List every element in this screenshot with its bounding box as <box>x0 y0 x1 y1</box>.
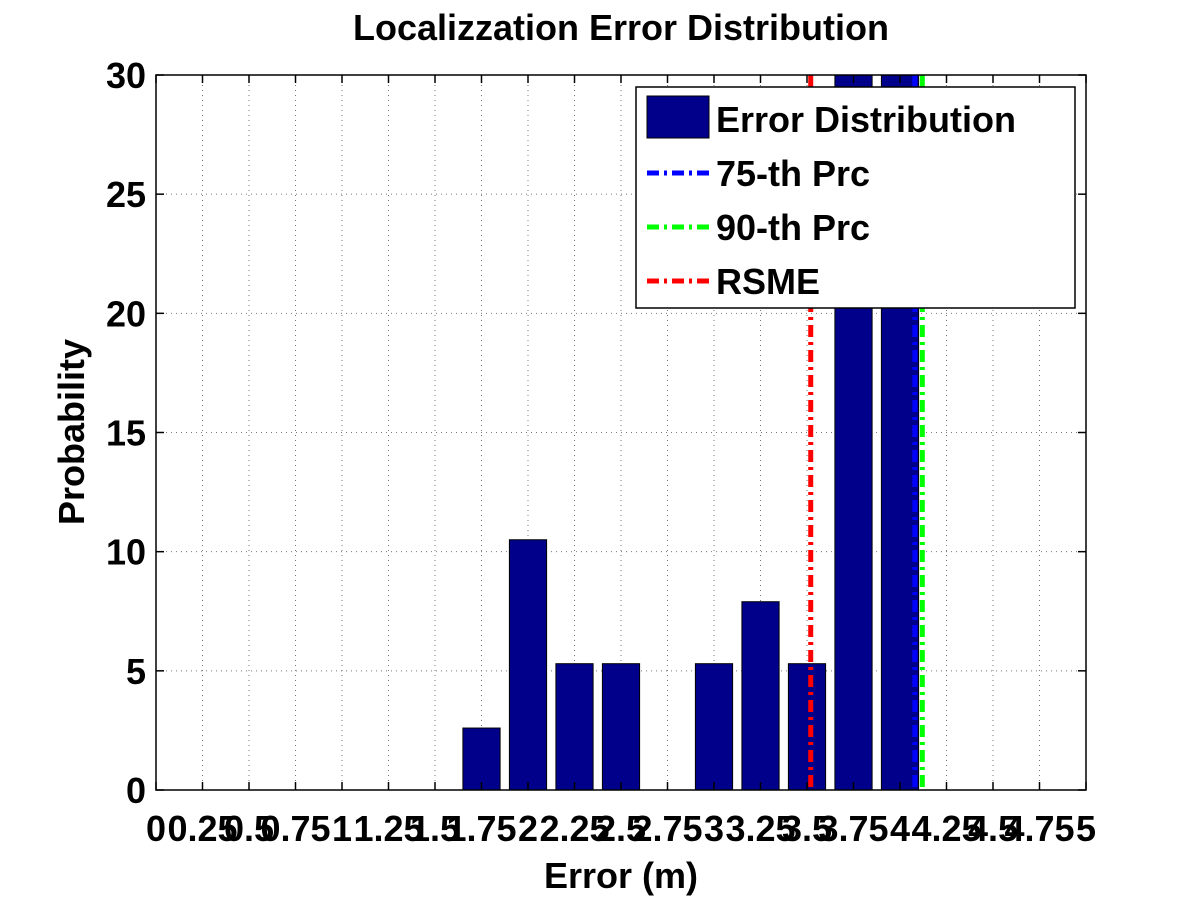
x-tick-label: 0.25 <box>167 808 237 849</box>
x-tick-label: 2.5 <box>596 808 646 849</box>
x-tick-label: 3.75 <box>818 808 888 849</box>
legend: Error Distribution 75-th Prc 90-th Prc R… <box>635 86 1076 309</box>
legend-label-75th: 75-th Prc <box>716 153 870 194</box>
y-axis-label: Probability <box>51 339 92 525</box>
x-tick-label: 1 <box>332 808 352 849</box>
y-tick-label: 25 <box>106 174 146 215</box>
x-tick-label: 3.25 <box>725 808 795 849</box>
x-tick-label: 0.75 <box>260 808 330 849</box>
legend-swatch-bars <box>646 95 710 139</box>
bar <box>601 663 641 790</box>
x-tick-label: 1.25 <box>353 808 423 849</box>
x-tick-label: 2.25 <box>539 808 609 849</box>
x-tick-label: 0.5 <box>224 808 274 849</box>
y-tick-label: 0 <box>126 770 146 811</box>
bar <box>555 663 594 790</box>
legend-box <box>635 86 1076 309</box>
x-ticks: 0 0.250.50.75 1 1.251.51.75 2 2.252.52.75 3 3.2… <box>146 75 1096 849</box>
legend-label-bars: Error Distribution <box>716 99 1016 140</box>
y-tick-label: 20 <box>106 293 146 334</box>
bar <box>462 727 501 790</box>
x-tick-label: 2.75 <box>632 808 702 849</box>
bar <box>508 539 548 790</box>
x-tick-label: 4.25 <box>911 808 981 849</box>
y-tick-label: 15 <box>106 413 146 454</box>
bar <box>741 601 780 790</box>
x-tick-label: 3 <box>704 808 724 849</box>
y-tick-label: 30 <box>106 55 146 96</box>
bar <box>787 663 827 790</box>
x-tick-label: 3.5 <box>782 808 832 849</box>
x-tick-label: 2 <box>518 808 538 849</box>
x-tick-label: 5 <box>1076 808 1096 849</box>
x-tick-label: 0 <box>146 808 166 849</box>
legend-label-rsme: RSME <box>716 261 820 302</box>
x-tick-label: 4.5 <box>968 808 1018 849</box>
x-axis-label: Error (m) <box>544 855 698 896</box>
x-tick-label: 4.75 <box>1004 808 1074 849</box>
y-ticks: 0 5 10 15 20 25 30 <box>106 55 1086 811</box>
x-tick-label: 1.5 <box>410 808 460 849</box>
chart-title: Localizzation Error Distribution <box>353 7 889 48</box>
x-tick-label: 1.75 <box>446 808 516 849</box>
legend-label-90th: 90-th Prc <box>716 207 870 248</box>
y-tick-label: 10 <box>106 532 146 573</box>
y-tick-label: 5 <box>126 651 146 692</box>
x-tick-label: 4 <box>890 808 910 849</box>
bar <box>694 663 734 790</box>
